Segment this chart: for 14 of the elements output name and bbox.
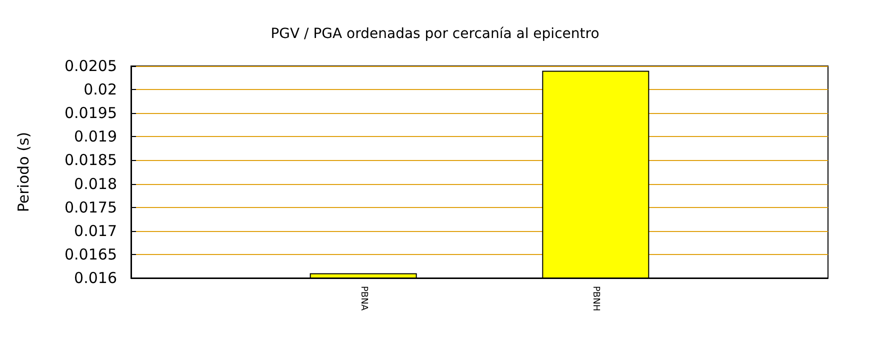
y-axis-title: Periodo (s) bbox=[14, 132, 32, 212]
y-tick-label: 0.0185 bbox=[64, 151, 117, 170]
y-tick-label: 0.0205 bbox=[64, 57, 117, 75]
y-tick-label: 0.0195 bbox=[64, 104, 117, 122]
y-tick-label: 0.018 bbox=[74, 174, 117, 193]
y-tick-label: 0.02 bbox=[84, 80, 117, 99]
chart-title: PGV / PGA ordenadas por cercanía al epicentro bbox=[270, 26, 600, 42]
x-tick-label: PBNH bbox=[590, 286, 601, 312]
x-tick-label: PBNA bbox=[358, 286, 368, 312]
y-tick-label: 0.0165 bbox=[64, 245, 117, 264]
y-tick-label: 0.017 bbox=[74, 222, 117, 240]
y-tick-label: 0.019 bbox=[74, 128, 117, 146]
y-tick-label: 0.0175 bbox=[64, 198, 117, 216]
y-tick-label: 0.016 bbox=[74, 269, 117, 287]
